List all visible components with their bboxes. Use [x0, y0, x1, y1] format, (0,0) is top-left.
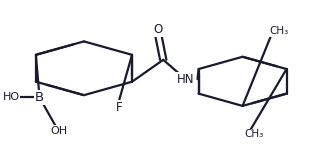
Text: CH₃: CH₃ [269, 26, 289, 36]
Text: OH: OH [50, 126, 67, 136]
Text: F: F [116, 101, 122, 114]
Text: CH₃: CH₃ [244, 129, 263, 139]
Text: HO: HO [2, 93, 20, 102]
Text: O: O [154, 23, 163, 36]
Text: B: B [35, 91, 44, 104]
Text: HN: HN [177, 73, 194, 86]
